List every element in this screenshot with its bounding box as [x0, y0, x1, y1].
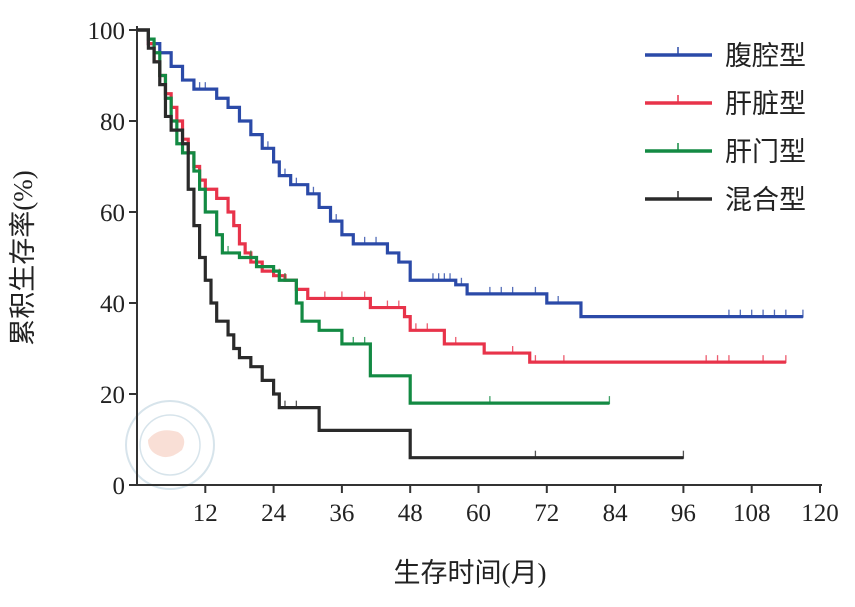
legend-item: 混合型: [645, 185, 806, 215]
x-tick-label: 120: [801, 500, 839, 527]
y-tick-label: 100: [88, 18, 126, 45]
x-tick-label: 12: [193, 500, 218, 527]
series-3: [137, 28, 611, 405]
x-tick-label: 72: [534, 500, 559, 527]
axes: 0 20 40 60 80 100 12 24 36 48 60 72 84 96 108 120: [88, 18, 839, 527]
y-tick-label: 20: [100, 382, 125, 409]
y-tick-label: 40: [100, 291, 125, 318]
survival-curve: [137, 28, 803, 319]
legend-label: 肝门型: [725, 137, 806, 167]
x-tick-label: 84: [603, 500, 629, 527]
y-axis-label: 累积生存率(%): [8, 170, 38, 345]
x-tick-label: 24: [261, 500, 287, 527]
y-tick-label: 80: [100, 109, 125, 136]
legend-label: 肝脏型: [725, 89, 806, 119]
y-tick-label: 0: [113, 473, 126, 500]
x-axis-label: 生存时间(月): [394, 558, 547, 588]
series-4: [137, 28, 685, 460]
x-tick-label: 60: [466, 500, 491, 527]
legend-item: 肝门型: [645, 137, 806, 167]
association-seal-watermark: [125, 400, 215, 490]
x-tick-label: 108: [733, 500, 771, 527]
survival-curve: [137, 28, 610, 405]
legend-label: 腹腔型: [725, 41, 806, 71]
series-lines: [137, 28, 804, 460]
y-tick-label: 60: [100, 200, 125, 227]
legend-item: 肝脏型: [645, 89, 806, 119]
legend-label: 混合型: [725, 185, 806, 215]
x-tick-label: 36: [329, 500, 354, 527]
legend-item: 腹腔型: [645, 41, 806, 71]
x-tick-label: 96: [671, 500, 696, 527]
x-tick-label: 48: [398, 500, 423, 527]
series-1: [137, 28, 804, 319]
survival-curve: [137, 28, 786, 364]
series-2: [137, 28, 787, 364]
